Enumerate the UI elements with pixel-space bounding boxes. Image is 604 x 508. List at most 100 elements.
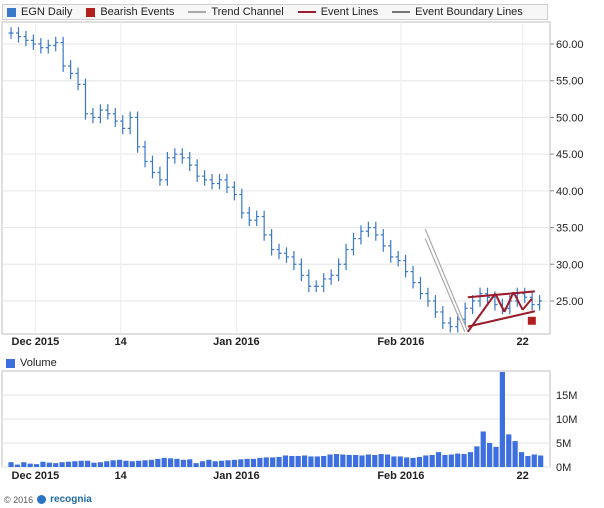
volume-bar xyxy=(525,455,531,467)
volume-bar xyxy=(193,463,199,467)
price-ytick-label: 25.00 xyxy=(556,296,584,308)
price-ytick-label: 30.00 xyxy=(556,259,584,271)
volume-bar xyxy=(187,459,193,467)
price-xtick-label: 14 xyxy=(115,336,128,348)
legend-item-trend-channel: Trend Channel xyxy=(188,6,284,18)
volume-bar xyxy=(333,454,340,467)
volume-bar xyxy=(467,452,474,467)
volume-bar xyxy=(365,454,371,467)
volume-ytick-label: 15M xyxy=(556,390,577,402)
volume-bar xyxy=(225,460,231,467)
volume-legend-label: Volume xyxy=(20,357,57,369)
volume-bar xyxy=(378,454,384,467)
volume-bar xyxy=(384,454,391,467)
volume-bar xyxy=(155,458,161,467)
volume-bar xyxy=(231,459,237,467)
volume-bar xyxy=(538,455,544,467)
price-xtick-label: 22 xyxy=(517,336,529,348)
volume-legend: Volume xyxy=(2,356,57,370)
volume-bar xyxy=(442,455,448,467)
volume-bar xyxy=(416,456,423,467)
volume-bar xyxy=(499,371,505,467)
volume-bar xyxy=(65,461,72,467)
price-ytick-label: 60.00 xyxy=(556,39,584,51)
trend-channel-line xyxy=(424,228,469,333)
legend-item-event-lines: Event Lines xyxy=(297,6,378,18)
volume-xtick-label: Feb 2016 xyxy=(377,470,424,482)
volume-bar xyxy=(250,458,257,467)
chart-legend: EGN Daily Bearish Events Trend Channel Even… xyxy=(2,4,548,20)
volume-bar xyxy=(33,464,40,467)
event-line xyxy=(503,291,515,313)
volume-bar xyxy=(78,460,84,467)
volume-bar xyxy=(244,458,250,467)
volume-bar xyxy=(397,456,403,467)
legend-swatch xyxy=(7,7,16,17)
volume-bar xyxy=(263,457,269,467)
event-line xyxy=(521,298,533,311)
volume-bar xyxy=(340,454,346,467)
volume-bar xyxy=(423,455,429,467)
volume-bar xyxy=(474,446,480,467)
volume-bar xyxy=(391,456,397,467)
brand-name: recognia xyxy=(50,494,92,505)
volume-bar xyxy=(180,459,186,467)
price-ytick-label: 40.00 xyxy=(556,186,584,198)
legend-label: Bearish Events xyxy=(100,6,175,18)
volume-bar xyxy=(161,457,167,467)
volume-bar xyxy=(480,431,486,467)
volume-bar xyxy=(21,462,27,467)
volume-bar xyxy=(410,457,416,467)
footer: © 2016 recognia xyxy=(4,494,92,505)
volume-bar xyxy=(104,461,110,467)
recognia-logo-icon xyxy=(37,495,47,504)
volume-bar xyxy=(353,455,359,467)
volume-bar xyxy=(327,454,333,467)
volume-bar xyxy=(148,459,155,467)
legend-item-egn-daily: EGN Daily xyxy=(7,6,72,18)
price-xtick-label: Dec 2015 xyxy=(12,336,60,348)
price-xtick-label: Jan 2016 xyxy=(213,336,259,348)
volume-bar xyxy=(321,455,327,467)
legend-swatch xyxy=(188,11,207,13)
volume-bar xyxy=(461,454,467,467)
volume-bar xyxy=(40,461,46,467)
volume-bar xyxy=(53,463,59,467)
price-ytick-label: 50.00 xyxy=(556,112,584,124)
price-ytick-label: 35.00 xyxy=(556,223,584,235)
volume-legend-swatch xyxy=(6,358,15,368)
event-line xyxy=(467,310,536,328)
volume-bar xyxy=(295,455,301,467)
volume-bar xyxy=(518,452,525,467)
volume-bar xyxy=(531,454,537,467)
legend-label: Event Boundary Lines xyxy=(415,6,523,18)
volume-bar xyxy=(8,462,14,467)
volume-bar xyxy=(97,462,103,467)
legend-label: Trend Channel xyxy=(211,6,284,18)
volume-bar xyxy=(219,460,225,467)
legend-item-event-boundary-lines: Event Boundary Lines xyxy=(392,6,523,18)
volume-bar xyxy=(238,459,244,467)
volume-bar xyxy=(129,461,135,467)
volume-bar xyxy=(276,456,282,467)
volume-bar xyxy=(314,456,320,467)
volume-bar xyxy=(372,455,378,467)
volume-bar xyxy=(116,459,123,467)
volume-xtick-label: Dec 2015 xyxy=(12,470,60,482)
volume-bar xyxy=(487,443,493,467)
volume-bar xyxy=(212,461,218,467)
volume-bar xyxy=(289,455,295,467)
volume-bar xyxy=(282,455,289,467)
volume-bar xyxy=(27,463,33,467)
event-line xyxy=(494,293,506,313)
volume-bar xyxy=(506,434,512,467)
volume-bar xyxy=(257,457,263,467)
volume-bar xyxy=(136,460,142,467)
legend-swatch xyxy=(297,11,316,13)
copyright-text: © 2016 xyxy=(4,494,34,505)
volume-xtick-label: 14 xyxy=(115,470,128,482)
volume-bar xyxy=(448,454,454,467)
bearish-event-marker xyxy=(527,316,536,325)
volume-bar xyxy=(91,462,97,467)
